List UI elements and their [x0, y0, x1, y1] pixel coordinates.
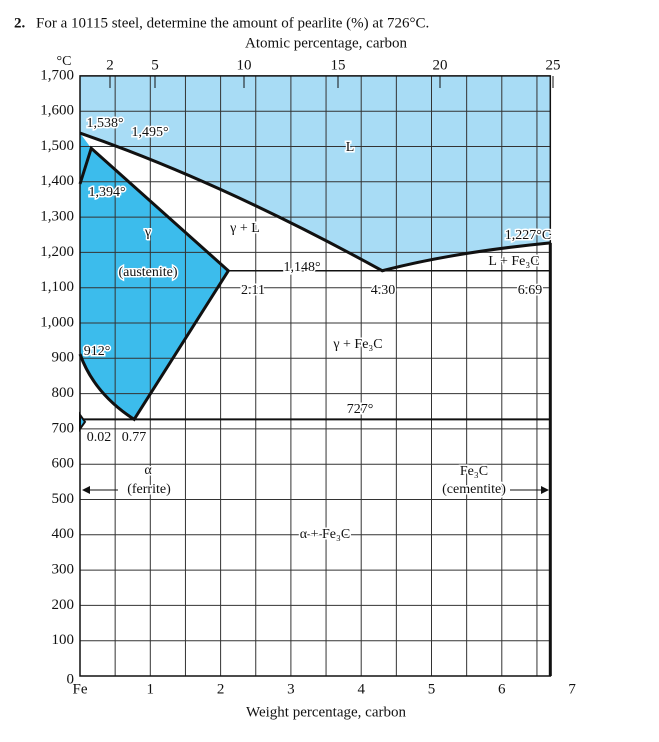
- x-tick-label: Fe: [73, 681, 88, 697]
- region-label: 1,148°: [283, 260, 320, 275]
- plot-border: [79, 75, 552, 677]
- y-tick-label: 600: [52, 456, 75, 472]
- austenite-region: [80, 148, 229, 420]
- region-label: 0.02: [87, 430, 112, 445]
- y-tick-label: 1,700: [40, 67, 74, 83]
- y-tick-label: 1,000: [40, 314, 74, 330]
- y-tick-label: 1,400: [40, 173, 74, 189]
- top-tick-label: 15: [331, 57, 346, 73]
- x-tick-label: 4: [357, 681, 365, 697]
- question-number: 2.: [14, 15, 26, 31]
- solidus: [78, 145, 231, 422]
- x-tick-label: 6: [498, 681, 506, 697]
- top-tick-label: 10: [237, 57, 252, 73]
- region-label: 2.11: [241, 283, 265, 298]
- y-tick-label: 1,300: [40, 209, 74, 225]
- y-tick-label: 400: [52, 526, 75, 542]
- top-axis-title: Atomic percentage, carbon: [245, 35, 408, 51]
- x-tick-label: 3: [287, 681, 295, 697]
- y-tick-label: 1,600: [40, 103, 74, 119]
- region-label: α + Fe₃C: [300, 527, 350, 542]
- top-tick-label: 20: [433, 57, 448, 73]
- y-tick-label: 100: [52, 632, 75, 648]
- liquidus: [79, 131, 551, 273]
- y-tick-label: 500: [52, 491, 75, 507]
- y-tick-label: 1,100: [40, 279, 74, 295]
- region-label: 912°: [84, 344, 111, 359]
- top-tick-label: 5: [151, 57, 159, 73]
- region-label: 1,495°: [131, 125, 168, 140]
- region-label: γ + Fe₃C: [332, 337, 382, 352]
- region-label: 4.30: [371, 283, 396, 298]
- y-tick-label: 0: [67, 671, 75, 687]
- region-label: Fe₃C: [460, 464, 488, 479]
- y-tick-label: 1,200: [40, 244, 74, 260]
- y-tick-label: 800: [52, 385, 75, 401]
- region-label: 1,538°: [86, 116, 123, 131]
- x-tick-label: 5: [428, 681, 436, 697]
- x-axis-title: Weight percentage, carbon: [246, 704, 406, 720]
- x-tick-label: 1: [147, 681, 155, 697]
- y-tick-label: 200: [52, 597, 75, 613]
- y-tick-label: 1,500: [40, 138, 74, 154]
- question-text: For a 10115 steel, determine the amount …: [36, 15, 429, 31]
- y-axis-unit: °C: [57, 54, 72, 69]
- region-label: α: [144, 463, 152, 478]
- region-label: 727°: [347, 402, 374, 417]
- region-label: L: [346, 140, 355, 155]
- region-label: 0.77: [122, 430, 147, 445]
- top-tick-label: 25: [546, 57, 561, 73]
- region-label: 1,227°C: [505, 228, 551, 243]
- labels: 1,700 1,600 1,500 1,400 1,300 1,200 1,100 1,000…: [40, 57, 576, 697]
- region-label: 1,394°: [88, 185, 125, 200]
- plot-area: [78, 75, 552, 677]
- region-label: 6.69: [518, 283, 543, 298]
- region-label: (ferrite): [127, 482, 171, 497]
- y-tick-label: 300: [52, 562, 75, 578]
- x-tick-label: 7: [568, 681, 576, 697]
- region-label: (austenite): [118, 265, 177, 280]
- y-tick-label: 900: [52, 350, 75, 366]
- top-tick-label: 2: [106, 57, 114, 73]
- region-label: γ + L: [229, 221, 260, 236]
- region-label: L + Fe₃C: [488, 254, 539, 269]
- x-tick-label: 2: [217, 681, 225, 697]
- y-tick-label: 700: [52, 420, 75, 436]
- liquid-region: [80, 75, 551, 271]
- region-label: (cementite): [442, 482, 506, 497]
- region-label: γ: [144, 225, 151, 240]
